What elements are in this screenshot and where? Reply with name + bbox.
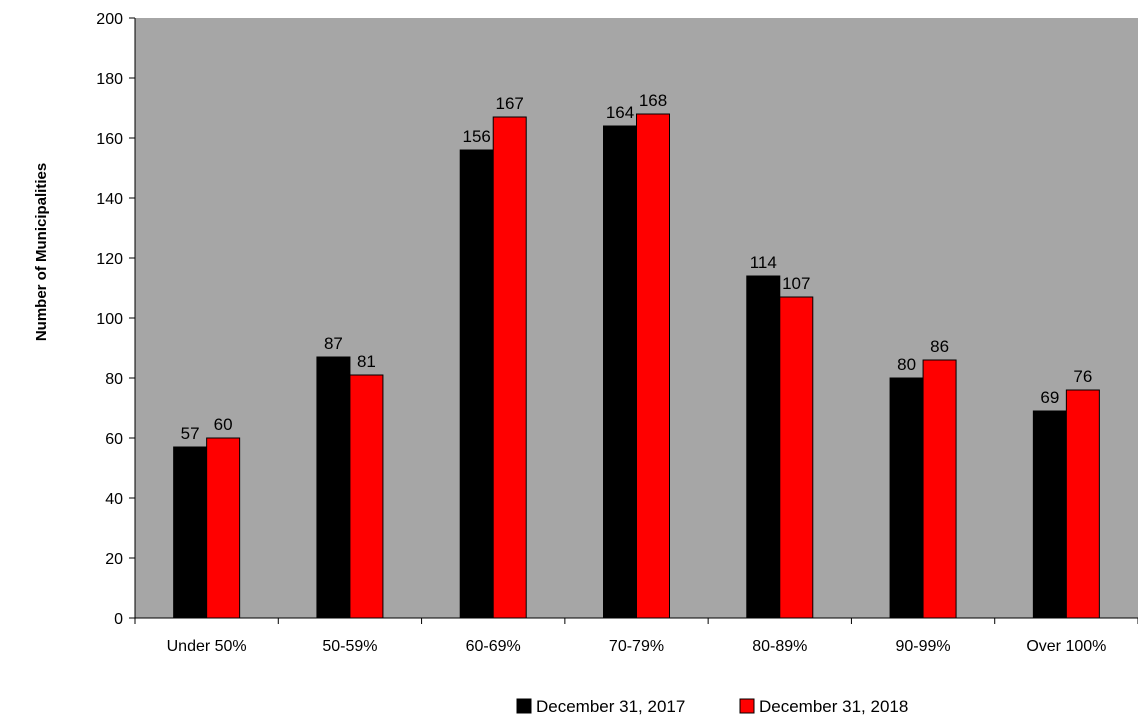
x-ticks-group: Under 50% 50-59% 60-69% 70-79% 80-89% 90-99% O… xyxy=(134,618,1138,655)
data-label-2018: 81 xyxy=(357,352,376,371)
data-label-2018: 107 xyxy=(782,274,810,293)
bar-2018 xyxy=(206,437,241,619)
bars-group xyxy=(173,113,1100,619)
x-tick-label: 50-59% xyxy=(322,638,377,655)
y-tick-label: 200 xyxy=(96,11,123,28)
bar-2017 xyxy=(1032,410,1067,619)
bar-2018 xyxy=(779,296,814,619)
bar-2017 xyxy=(459,149,494,619)
bar-2017 xyxy=(746,275,781,619)
data-label-2018: 86 xyxy=(930,337,949,356)
y-tick-label: 180 xyxy=(96,71,123,88)
x-tick-label: 80-89% xyxy=(752,638,807,655)
data-label-2017: 114 xyxy=(750,253,777,272)
y-ticks-group: 0 20 40 60 80 100 120 140 160 180 200 xyxy=(96,11,135,628)
data-label-2017: 80 xyxy=(897,355,916,374)
y-tick-label: 80 xyxy=(105,371,123,388)
data-label-2017: 57 xyxy=(181,424,200,443)
y-tick-label: 40 xyxy=(105,491,123,508)
data-labels-group: 57 87 156 164 114 80 69 60 81 167 168 107 86 76 xyxy=(181,91,1093,443)
data-label-2017: 69 xyxy=(1040,388,1059,407)
x-tick-label: 60-69% xyxy=(466,638,521,655)
data-label-2018: 168 xyxy=(639,91,667,110)
x-tick-label: 90-99% xyxy=(895,638,950,655)
data-label-2018: 76 xyxy=(1073,367,1092,386)
bar-2018 xyxy=(492,116,527,619)
bar-2017 xyxy=(173,446,208,619)
legend-swatch-2017 xyxy=(516,698,532,714)
y-tick-label: 120 xyxy=(96,251,123,268)
bar-2018 xyxy=(636,113,670,619)
bar-2018 xyxy=(1065,389,1100,619)
y-tick-label: 140 xyxy=(96,191,123,208)
y-tick-label: 60 xyxy=(105,431,123,448)
legend-label-2018: December 31, 2018 xyxy=(759,697,908,716)
bar-2018 xyxy=(349,374,384,619)
bar-2017 xyxy=(316,356,351,619)
data-label-2017: 164 xyxy=(606,103,634,122)
legend: December 31, 2017 December 31, 2018 xyxy=(516,697,908,716)
x-tick-label: Over 100% xyxy=(1026,638,1106,655)
legend-label-2017: December 31, 2017 xyxy=(536,697,685,716)
bar-2018 xyxy=(922,359,957,619)
legend-swatch-2018 xyxy=(739,698,755,714)
bar-2017 xyxy=(603,125,637,619)
y-axis-title: Number of Municipalities xyxy=(33,163,50,341)
x-tick-label: Under 50% xyxy=(167,638,247,655)
y-tick-label: 100 xyxy=(96,311,123,328)
x-tick-label: 70-79% xyxy=(609,638,664,655)
y-tick-label: 20 xyxy=(105,551,123,568)
y-tick-label: 160 xyxy=(96,131,123,148)
data-label-2018: 60 xyxy=(214,415,233,434)
data-label-2018: 167 xyxy=(496,94,524,113)
data-label-2017: 156 xyxy=(463,127,491,146)
bar-2017 xyxy=(889,377,924,619)
data-label-2017: 87 xyxy=(324,334,343,353)
y-tick-label: 0 xyxy=(114,611,123,628)
